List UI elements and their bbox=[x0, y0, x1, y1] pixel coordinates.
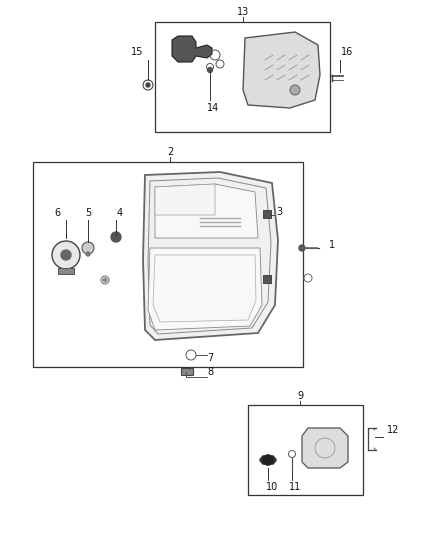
Text: 10: 10 bbox=[266, 482, 278, 492]
Text: 1: 1 bbox=[329, 240, 335, 250]
Circle shape bbox=[263, 455, 273, 465]
Text: 3: 3 bbox=[276, 207, 282, 217]
Text: 13: 13 bbox=[237, 7, 249, 17]
Circle shape bbox=[103, 278, 107, 282]
Bar bbox=[263, 275, 271, 283]
Bar bbox=[248, 405, 363, 495]
Circle shape bbox=[146, 83, 150, 87]
Polygon shape bbox=[143, 172, 278, 340]
Circle shape bbox=[299, 245, 305, 251]
Circle shape bbox=[61, 250, 71, 260]
Polygon shape bbox=[155, 184, 258, 238]
Circle shape bbox=[111, 232, 121, 242]
Circle shape bbox=[52, 241, 80, 269]
Bar bbox=[263, 210, 271, 218]
Polygon shape bbox=[155, 184, 215, 215]
Polygon shape bbox=[172, 36, 212, 62]
Circle shape bbox=[262, 460, 266, 464]
Bar bbox=[181, 368, 193, 375]
Text: 14: 14 bbox=[207, 103, 219, 113]
Text: 15: 15 bbox=[131, 47, 143, 57]
Circle shape bbox=[260, 458, 264, 462]
Polygon shape bbox=[148, 248, 262, 330]
Circle shape bbox=[290, 85, 300, 95]
Text: 11: 11 bbox=[289, 482, 301, 492]
Text: 2: 2 bbox=[167, 147, 173, 157]
Circle shape bbox=[266, 461, 270, 465]
Text: 6: 6 bbox=[54, 208, 60, 218]
Text: 8: 8 bbox=[207, 367, 213, 377]
Bar bbox=[155, 22, 330, 132]
Circle shape bbox=[86, 252, 90, 256]
Bar bbox=[58, 268, 74, 274]
Circle shape bbox=[266, 455, 270, 459]
Circle shape bbox=[208, 68, 212, 72]
Text: 4: 4 bbox=[117, 208, 123, 218]
Polygon shape bbox=[243, 32, 320, 108]
Text: 5: 5 bbox=[85, 208, 91, 218]
Text: 9: 9 bbox=[297, 391, 303, 401]
Circle shape bbox=[270, 456, 274, 460]
Circle shape bbox=[270, 460, 274, 464]
Circle shape bbox=[272, 458, 276, 462]
Text: 7: 7 bbox=[207, 353, 213, 363]
Circle shape bbox=[262, 456, 266, 460]
Circle shape bbox=[82, 242, 94, 254]
Text: 16: 16 bbox=[341, 47, 353, 57]
Bar bbox=[33, 162, 303, 367]
Text: 12: 12 bbox=[387, 425, 399, 435]
Polygon shape bbox=[302, 428, 348, 468]
